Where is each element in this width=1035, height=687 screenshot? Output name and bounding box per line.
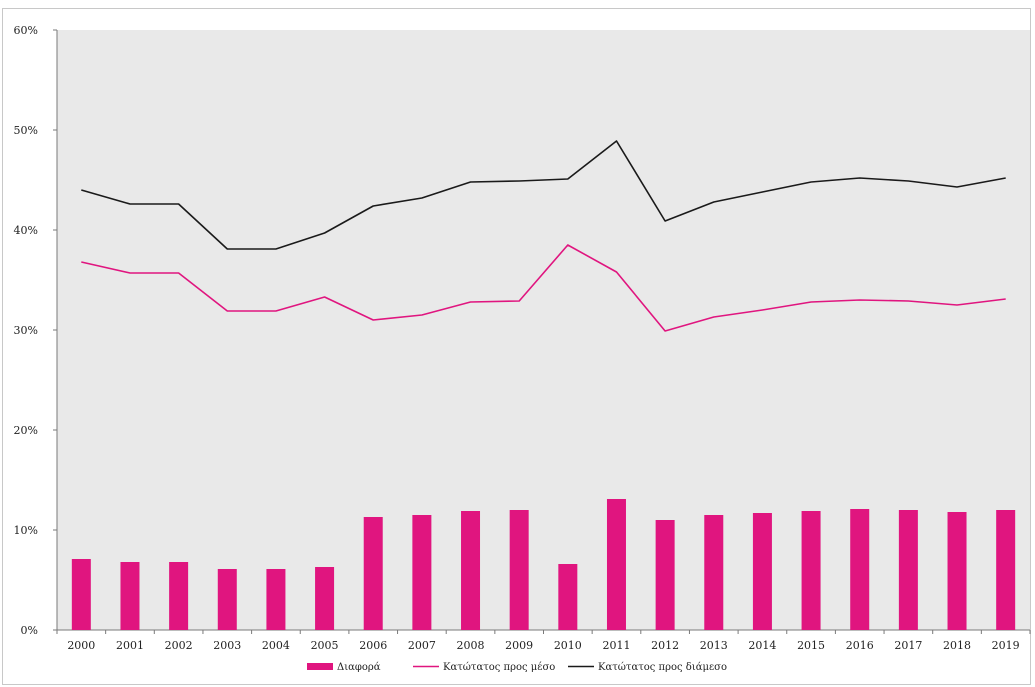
x-tick-label: 2009 [505,639,533,652]
x-tick-label: 2002 [165,639,193,652]
y-tick-label: 10% [14,524,38,537]
x-tick-label: 2017 [894,639,922,652]
bar-Διαφορά [996,510,1016,630]
bar-Διαφορά [558,564,578,630]
y-tick-label: 20% [14,424,38,437]
series-line-1 [81,244,1006,332]
bar-Διαφορά [363,517,383,630]
bar-Διαφορά [850,509,870,630]
x-tick-label: 2018 [943,639,971,652]
x-tick-label: 2011 [602,639,630,652]
x-tick-label: 2004 [262,639,290,652]
x-tick-label: 2014 [748,639,776,652]
x-tick-label: 2008 [457,639,485,652]
x-tick-label: 2001 [116,639,144,652]
bar-Διαφορά [217,569,237,630]
x-tick-label: 2013 [700,639,728,652]
bar-Διαφορά [704,515,724,630]
series-line-2 [81,140,1006,250]
legend-label: Κατώτατος προς μέσο [443,662,555,673]
y-tick-label: 40% [14,224,38,237]
y-tick-label: 60% [14,24,38,37]
x-tick-label: 2015 [797,639,825,652]
bar-Διαφορά [606,499,626,630]
bar-Διαφορά [169,562,189,630]
legend-label: Διαφορά [337,662,381,673]
x-tick-label: 2006 [359,639,387,652]
x-tick-label: 2005 [311,639,339,652]
y-tick-label: 50% [14,124,38,137]
bar-Διαφορά [71,559,91,630]
bar-Διαφορά [752,513,772,630]
bar-Διαφορά [509,510,529,630]
x-tick-label: 2012 [651,639,679,652]
legend-label: Κατώτατος προς διάμεσο [598,662,727,673]
legend-swatch-bar [307,663,333,670]
bar-Διαφορά [412,515,432,630]
x-tick-label: 2016 [846,639,874,652]
bar-Διαφορά [655,520,675,630]
bar-Διαφορά [461,511,481,630]
bar-Διαφορά [266,569,286,630]
bar-Διαφορά [801,511,821,630]
bar-Διαφορά [120,562,140,630]
bar-Διαφορά [315,567,335,630]
x-tick-label: 2003 [213,639,241,652]
x-tick-label: 2019 [992,639,1020,652]
y-tick-label: 30% [14,324,38,337]
bar-Διαφορά [947,512,967,630]
x-tick-label: 2007 [408,639,436,652]
bar-Διαφορά [898,510,918,630]
x-tick-label: 2010 [554,639,582,652]
y-tick-label: 0% [21,624,38,637]
x-tick-label: 2000 [67,639,95,652]
plot-area [57,30,1030,630]
